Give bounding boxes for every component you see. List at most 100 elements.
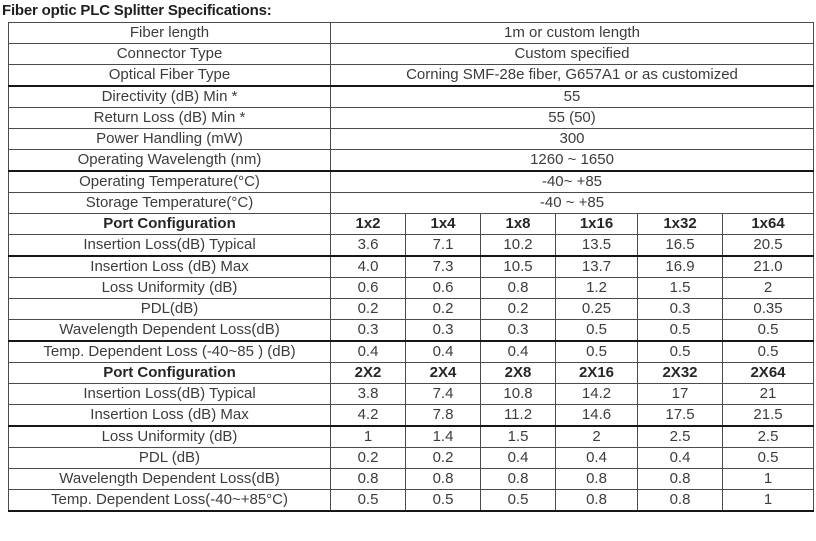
specifications-page: Fiber optic PLC Splitter Specifications:…: [2, 2, 814, 512]
spec-label: Loss Uniformity (dB): [8, 425, 331, 448]
cell-value: 21: [722, 383, 814, 405]
cell-value: 1.4: [405, 425, 481, 448]
cell-value: 0.8: [555, 468, 638, 490]
cell-value: 17: [637, 383, 723, 405]
config-2x2: 2X2: [330, 362, 406, 384]
cell-value: 21.5: [722, 404, 814, 427]
cell-value: 3.8: [330, 383, 406, 405]
cell-value: 1: [722, 489, 814, 512]
table-row: Return Loss (dB) Min * 55 (50): [8, 107, 814, 129]
cell-value: 11.2: [480, 404, 556, 427]
cell-value: 2.5: [722, 425, 814, 448]
cell-value: 2: [722, 277, 814, 299]
cell-value: 2: [555, 425, 638, 448]
cell-value: 0.5: [722, 319, 814, 342]
cell-value: 0.8: [405, 468, 481, 490]
table-row: Insertion Loss (dB) Max 4.2 7.8 11.2 14.…: [8, 404, 814, 427]
spec-label: Insertion Loss(dB) Typical: [8, 234, 331, 257]
spec-label: Wavelength Dependent Loss(dB): [8, 319, 331, 342]
cell-value: 0.8: [480, 468, 556, 490]
table-row: Loss Uniformity (dB) 0.6 0.6 0.8 1.2 1.5…: [8, 277, 814, 299]
config-2x8: 2X8: [480, 362, 556, 384]
config-1x64: 1x64: [722, 213, 814, 235]
cell-value: 0.5: [637, 340, 723, 363]
table-row: Wavelength Dependent Loss(dB) 0.8 0.8 0.…: [8, 468, 814, 490]
cell-value: 0.3: [330, 319, 406, 342]
config-1x2: 1x2: [330, 213, 406, 235]
cell-value: 0.5: [480, 489, 556, 512]
spec-label: Return Loss (dB) Min *: [8, 107, 331, 129]
cell-value: 0.5: [722, 340, 814, 363]
port-configuration-label: Port Configuration: [8, 213, 331, 235]
table-row: Temp. Dependent Loss (-40~85 ) (dB) 0.4 …: [8, 340, 814, 363]
spec-value: 55: [330, 85, 814, 108]
cell-value: 7.4: [405, 383, 481, 405]
cell-value: 7.3: [405, 255, 481, 278]
spec-label: Insertion Loss (dB) Max: [8, 255, 331, 278]
table-row: Fiber length 1m or custom length: [8, 22, 814, 44]
cell-value: 1.2: [555, 277, 638, 299]
cell-value: 1.5: [637, 277, 723, 299]
spec-label: Temp. Dependent Loss (-40~85 ) (dB): [8, 340, 331, 363]
cell-value: 4.0: [330, 255, 406, 278]
spec-value: Corning SMF-28e fiber, G657A1 or as cust…: [330, 64, 814, 87]
cell-value: 10.5: [480, 255, 556, 278]
table-row: Operating Temperature(°C) -40~ +85: [8, 170, 814, 193]
table-row: PDL (dB) 0.2 0.2 0.4 0.4 0.4 0.5: [8, 447, 814, 469]
cell-value: 2.5: [637, 425, 723, 448]
cell-value: 0.4: [480, 340, 556, 363]
cell-value: 0.2: [405, 298, 481, 320]
cell-value: 1: [722, 468, 814, 490]
cell-value: 3.6: [330, 234, 406, 257]
spec-label: Insertion Loss (dB) Max: [8, 404, 331, 427]
port-configuration-label: Port Configuration: [8, 362, 331, 384]
spec-label: Wavelength Dependent Loss(dB): [8, 468, 331, 490]
spec-label: Optical Fiber Type: [8, 64, 331, 87]
config-2x4: 2X4: [405, 362, 481, 384]
spec-value: 1260 ~ 1650: [330, 149, 814, 172]
cell-value: 1.5: [480, 425, 556, 448]
cell-value: 17.5: [637, 404, 723, 427]
spec-value: -40~ +85: [330, 170, 814, 193]
cell-value: 0.4: [330, 340, 406, 363]
cell-value: 0.25: [555, 298, 638, 320]
cell-value: 0.3: [405, 319, 481, 342]
table-row: Loss Uniformity (dB) 1 1.4 1.5 2 2.5 2.5: [8, 425, 814, 448]
spec-label: Operating Temperature(°C): [8, 170, 331, 193]
spec-value: 55 (50): [330, 107, 814, 129]
cell-value: 16.9: [637, 255, 723, 278]
port-configuration-header-row: Port Configuration 2X2 2X4 2X8 2X16 2X32…: [8, 362, 814, 384]
cell-value: 0.5: [555, 319, 638, 342]
spec-label: Connector Type: [8, 43, 331, 65]
table-row: Temp. Dependent Loss(-40~+85°C) 0.5 0.5 …: [8, 489, 814, 512]
cell-value: 0.6: [405, 277, 481, 299]
spec-label: Loss Uniformity (dB): [8, 277, 331, 299]
cell-value: 0.5: [405, 489, 481, 512]
cell-value: 1: [330, 425, 406, 448]
cell-value: 0.5: [330, 489, 406, 512]
cell-value: 14.2: [555, 383, 638, 405]
cell-value: 0.4: [637, 447, 723, 469]
cell-value: 21.0: [722, 255, 814, 278]
table-row: Insertion Loss(dB) Typical 3.8 7.4 10.8 …: [8, 383, 814, 405]
specifications-table: Fiber length 1m or custom length Connect…: [8, 22, 814, 512]
cell-value: 13.5: [555, 234, 638, 257]
config-1x32: 1x32: [637, 213, 723, 235]
cell-value: 7.1: [405, 234, 481, 257]
cell-value: 20.5: [722, 234, 814, 257]
table-row: Storage Temperature(°C) -40 ~ +85: [8, 192, 814, 214]
cell-value: 7.8: [405, 404, 481, 427]
spec-label: Directivity (dB) Min *: [8, 85, 331, 108]
cell-value: 10.2: [480, 234, 556, 257]
config-1x16: 1x16: [555, 213, 638, 235]
cell-value: 0.8: [330, 468, 406, 490]
cell-value: 0.3: [637, 298, 723, 320]
cell-value: 0.8: [555, 489, 638, 512]
cell-value: 0.35: [722, 298, 814, 320]
spec-label: Fiber length: [8, 22, 331, 44]
cell-value: 0.2: [330, 298, 406, 320]
spec-label: Temp. Dependent Loss(-40~+85°C): [8, 489, 331, 512]
cell-value: 0.3: [480, 319, 556, 342]
cell-value: 0.8: [637, 489, 723, 512]
config-2x32: 2X32: [637, 362, 723, 384]
